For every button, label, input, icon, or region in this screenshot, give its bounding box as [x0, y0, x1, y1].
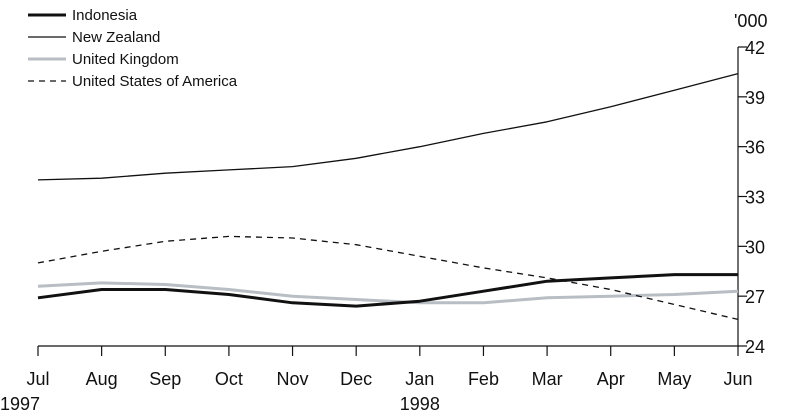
y-unit-label: '000: [734, 11, 767, 31]
axes: Jul Aug Sep Oct Nov Dec Jan Feb Mar Apr May Jun 1997…: [0, 11, 767, 413]
series-line-new-zealand: [37, 72, 739, 181]
y-tick-label: 24: [745, 337, 765, 357]
legend-label: New Zealand: [72, 29, 160, 46]
x-year-label: 1997: [0, 394, 40, 413]
x-year-label: 1998: [400, 394, 440, 413]
series-lines: [37, 72, 739, 321]
legend-label: Indonesia: [72, 7, 138, 24]
x-tick-label: Nov: [277, 369, 309, 389]
x-tick-label: Aug: [86, 369, 118, 389]
y-tick-label: 27: [745, 287, 765, 307]
x-tick-label: Jan: [405, 369, 434, 389]
series-line-indonesia: [37, 273, 738, 308]
y-tick-label: 39: [745, 88, 765, 108]
y-tick-label: 30: [745, 237, 765, 257]
x-tick-label: Oct: [215, 369, 243, 389]
x-tick-label: Mar: [532, 369, 563, 389]
y-tick-label: 36: [745, 138, 765, 158]
legend-label: United States of America: [72, 73, 238, 90]
series-line-united-kingdom: [37, 281, 739, 305]
x-tick-label: Feb: [468, 369, 499, 389]
y-tick-label: 33: [745, 188, 765, 208]
legend: Indonesia New Zealand United Kingdom United…: [28, 7, 238, 90]
y-tick-label: 42: [745, 38, 765, 58]
x-tick-label: Jun: [723, 369, 752, 389]
x-tick-label: Jul: [26, 369, 49, 389]
series-line-united-states-of-america: [37, 235, 739, 321]
x-tick-label: Apr: [597, 369, 625, 389]
x-tick-label: May: [657, 369, 691, 389]
x-tick-label: Sep: [149, 369, 181, 389]
x-tick-label: Dec: [340, 369, 372, 389]
legend-label: United Kingdom: [72, 51, 179, 68]
